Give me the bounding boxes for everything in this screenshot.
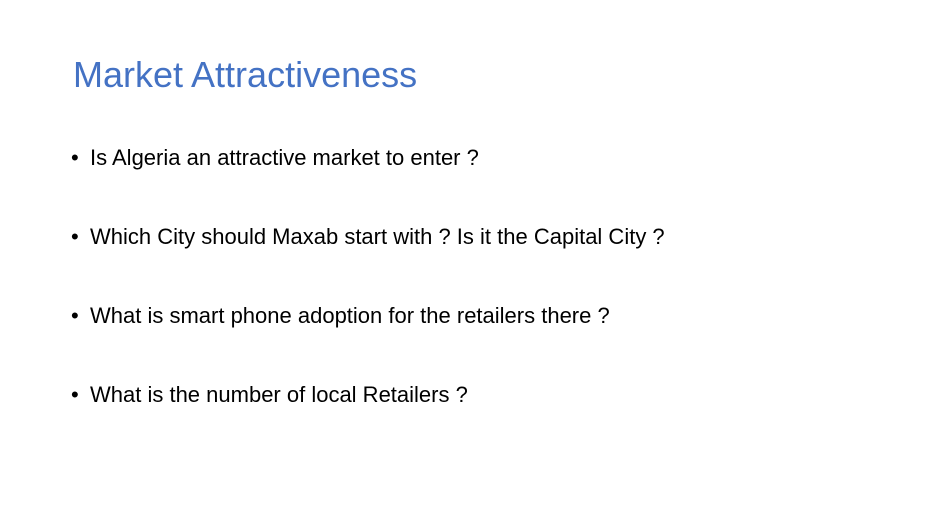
slide-title: Market Attractiveness [73,54,418,95]
bullet-list: • Is Algeria an attractive market to ent… [71,140,665,456]
bullet-item: • Is Algeria an attractive market to ent… [71,140,665,219]
bullet-dot-icon: • [71,382,79,407]
bullet-text: What is the number of local Retailers ? [90,382,468,407]
bullet-text: Is Algeria an attractive market to enter… [90,145,479,170]
bullet-text: Which City should Maxab start with ? Is … [90,224,665,249]
bullet-dot-icon: • [71,224,79,249]
bullet-item: • Which City should Maxab start with ? I… [71,219,665,298]
bullet-item: • What is smart phone adoption for the r… [71,298,665,377]
bullet-item: • What is the number of local Retailers … [71,377,665,456]
bullet-text: What is smart phone adoption for the ret… [90,303,610,328]
bullet-dot-icon: • [71,145,79,170]
bullet-dot-icon: • [71,303,79,328]
